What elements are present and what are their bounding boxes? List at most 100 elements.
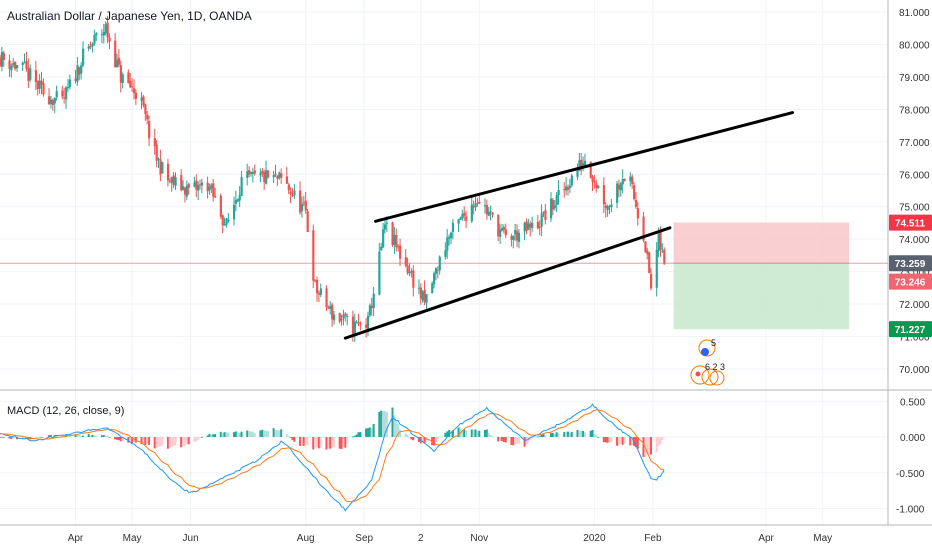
macd-histogram-bar xyxy=(657,437,660,447)
trendlines-layer[interactable] xyxy=(343,111,795,340)
macd-histogram-bar xyxy=(306,437,309,445)
time-tick-label[interactable]: Nov xyxy=(470,533,488,544)
macd-histogram-bar xyxy=(502,437,505,443)
candle-body xyxy=(648,252,651,273)
candle-body xyxy=(408,272,411,274)
macd-histogram-bar xyxy=(80,435,83,437)
macd-histogram-bar xyxy=(434,437,437,442)
candle-body xyxy=(121,74,124,83)
trendline-upper-channel[interactable] xyxy=(374,111,795,223)
macd-histogram-bar xyxy=(380,410,383,437)
macd-histogram-bar xyxy=(8,437,11,439)
time-tick-label[interactable]: Aug xyxy=(297,533,315,544)
candle-body xyxy=(153,138,156,147)
macd-histogram-bar xyxy=(159,437,162,447)
time-tick-label[interactable]: 2 xyxy=(418,533,424,544)
macd-histogram-bar xyxy=(61,435,64,437)
candle-body xyxy=(383,224,387,230)
time-tick-label[interactable]: May xyxy=(813,533,832,544)
macd-histogram-bar xyxy=(23,437,26,440)
candle-body xyxy=(210,184,213,189)
candle-body xyxy=(193,182,196,187)
event-group-icon-3[interactable] xyxy=(709,370,725,386)
macd-histogram-bar xyxy=(565,432,568,437)
candle-body xyxy=(266,170,270,178)
macd-histogram-bar xyxy=(589,430,592,437)
time-tick-label[interactable]: May xyxy=(123,533,142,544)
candle-body xyxy=(140,97,143,101)
time-tick-label[interactable]: Sep xyxy=(355,533,373,544)
macd-histogram-bar xyxy=(38,437,41,438)
candle-body xyxy=(25,61,28,69)
macd-histogram-bar xyxy=(366,428,369,437)
macd-histogram-bar xyxy=(14,437,17,438)
candle-body xyxy=(461,214,464,219)
macd-histogram-bar xyxy=(461,429,464,437)
time-tick-label[interactable]: 2020 xyxy=(583,533,606,544)
macd-histogram-bar xyxy=(642,437,645,457)
candle-body xyxy=(412,270,415,288)
macd-histogram-bar xyxy=(544,434,547,437)
candle-body xyxy=(355,322,358,324)
event-group-icon-2[interactable] xyxy=(701,368,719,386)
stop-loss-zone[interactable] xyxy=(673,222,850,264)
candle-body xyxy=(610,204,613,208)
macd-histogram-bar xyxy=(183,437,186,446)
candle-body xyxy=(657,230,660,251)
candle-body xyxy=(234,200,238,204)
candle-body xyxy=(417,287,421,289)
take-profit-zone[interactable] xyxy=(673,263,850,330)
event-markers[interactable]: 5 6 2 3 xyxy=(690,338,725,386)
candle-body xyxy=(78,67,81,75)
macd-histogram-bar xyxy=(593,433,596,437)
macd-histogram-bar xyxy=(512,437,515,446)
candle-body xyxy=(127,72,130,83)
candle-body xyxy=(131,86,134,88)
macd-histogram-bar xyxy=(663,437,666,438)
macd-histogram-bar xyxy=(634,437,637,448)
candle-body xyxy=(385,222,389,224)
macd-histogram-bar xyxy=(631,437,634,445)
macd-histogram-bar xyxy=(359,432,362,437)
macd-histogram-bar xyxy=(304,437,307,446)
candle-body xyxy=(34,70,38,82)
macd-histogram-bar xyxy=(655,437,658,453)
macd-histogram-bar xyxy=(383,411,386,437)
macd-histogram-bar xyxy=(166,437,169,449)
macd-histogram-bar xyxy=(40,437,43,438)
candle-body xyxy=(325,288,328,308)
time-tick-label[interactable]: Apr xyxy=(68,533,84,544)
price-tick-label: 78.000 xyxy=(899,105,930,116)
macd-histogram-bar xyxy=(608,437,611,443)
position-zones[interactable] xyxy=(0,222,888,330)
macd-histogram-bar xyxy=(365,428,368,437)
macd-histogram-bar xyxy=(108,437,111,438)
time-tick-label[interactable]: Jun xyxy=(183,533,199,544)
macd-histogram-bar xyxy=(578,430,581,437)
macd-histogram-bar xyxy=(74,434,77,437)
candle-body xyxy=(187,183,190,188)
macd-histogram-bar xyxy=(221,432,224,437)
macd-histogram-bar xyxy=(48,435,51,437)
candle-body xyxy=(144,104,147,114)
macd-title: MACD (12, 26, close, 9) xyxy=(7,405,124,417)
candle-body xyxy=(195,180,198,190)
candle-body xyxy=(563,189,566,191)
macd-histogram-bar xyxy=(393,415,396,437)
candle-body xyxy=(248,170,251,175)
current-price-badge: 73.259 xyxy=(895,259,926,270)
candle-body xyxy=(472,206,475,208)
macd-histogram-bar xyxy=(131,437,134,444)
candle-body xyxy=(391,222,394,246)
time-tick-label[interactable]: Feb xyxy=(644,533,662,544)
macd-histogram-bar xyxy=(114,437,117,440)
time-tick-label[interactable]: Apr xyxy=(758,533,774,544)
macd-histogram-bar xyxy=(563,432,566,437)
candle-body xyxy=(395,235,398,248)
axis-layer[interactable]: 81.000 80.000 79.000 78.000 77.000 76.000 75.0… xyxy=(68,8,930,544)
macd-histogram-bar xyxy=(208,433,211,437)
macd-histogram-bar xyxy=(457,427,460,437)
trendline-lower-channel[interactable] xyxy=(343,226,672,340)
